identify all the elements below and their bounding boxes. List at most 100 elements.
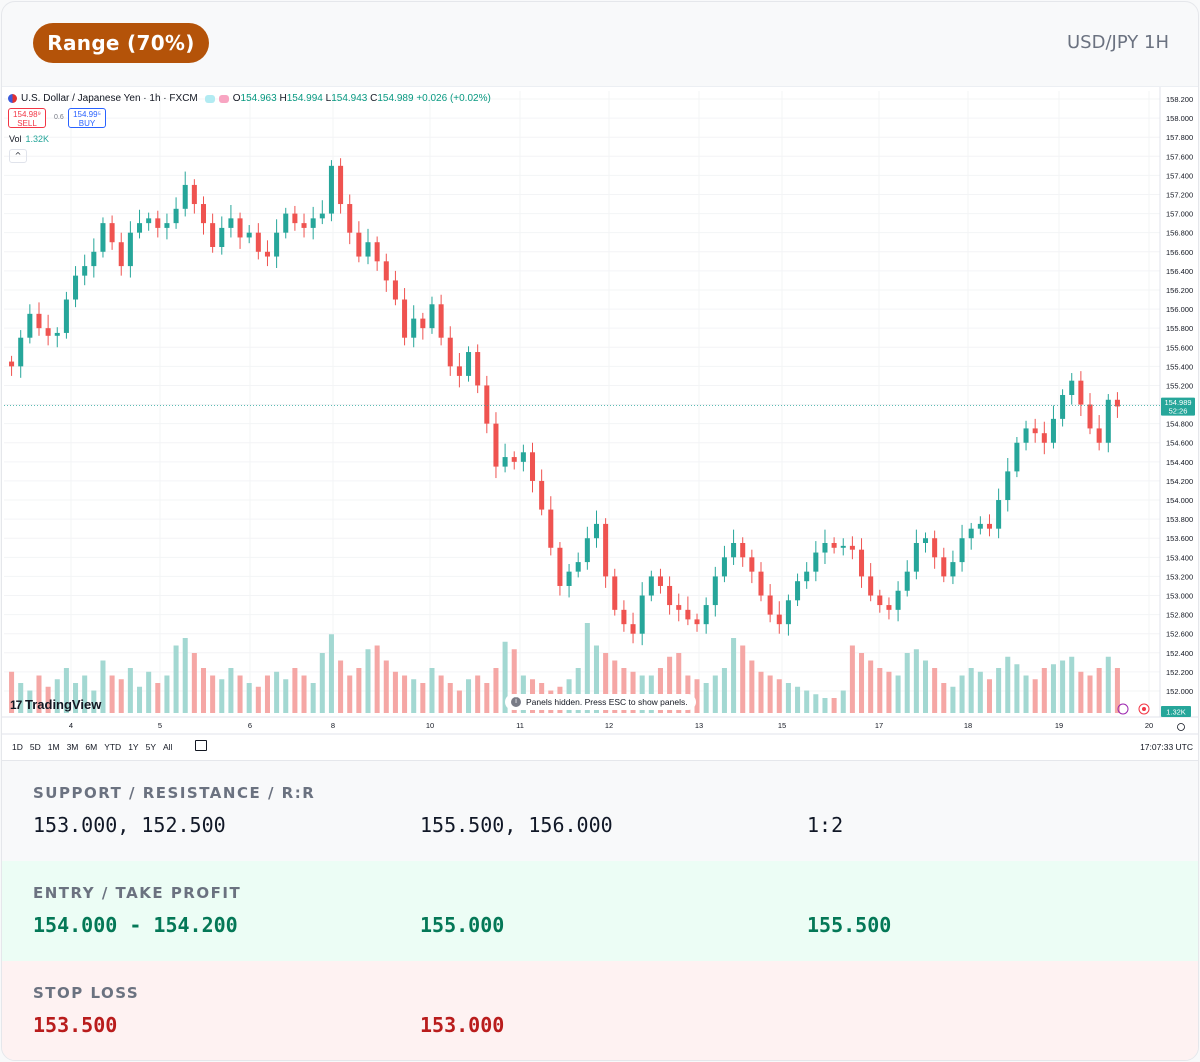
range-6m[interactable]: 6M: [85, 742, 98, 752]
range-1m[interactable]: 1M: [47, 742, 60, 752]
volume-bar: [173, 645, 179, 713]
volume-bar: [447, 683, 453, 713]
candle-body: [447, 337, 453, 367]
candle-body: [338, 165, 344, 205]
candle-body: [603, 523, 609, 577]
volume-bar: [959, 675, 965, 713]
candle-body: [539, 480, 545, 510]
volume-bar: [1114, 668, 1120, 713]
range-5d[interactable]: 5D: [29, 742, 41, 752]
date-axis-label: 19: [1055, 721, 1063, 730]
volume-bar: [785, 683, 791, 713]
volume-bar: [1105, 656, 1111, 713]
candle-body: [813, 552, 819, 572]
volume-bar: [493, 668, 499, 713]
price-axis-label: 157.000: [1166, 210, 1193, 219]
price-axis-label: 155.600: [1166, 343, 1193, 352]
range-1y[interactable]: 1Y: [128, 742, 139, 752]
candle-body: [593, 523, 600, 539]
sell-button[interactable]: 154.98⁹ SELL: [8, 108, 46, 128]
range-all[interactable]: All: [163, 742, 173, 752]
volume-bar: [593, 645, 600, 713]
volume-bar: [1060, 660, 1066, 713]
candle-body: [1005, 471, 1011, 501]
card-header: Range (70%) USD/JPY 1H: [2, 2, 1198, 86]
volume-bar: [27, 690, 33, 713]
volume-bar: [383, 660, 389, 713]
volume-bar: [986, 679, 992, 713]
volume-bar: [676, 653, 682, 713]
price-axis-label: 154.200: [1166, 477, 1193, 486]
candle-body: [758, 571, 764, 596]
volume-bar: [338, 660, 344, 713]
volume-bar: [347, 675, 353, 713]
volume-bar: [758, 671, 764, 713]
range-ytd[interactable]: YTD: [104, 742, 122, 752]
volume-bar: [484, 683, 490, 713]
volume-bar: [621, 668, 627, 713]
symbol-flag-icon: [8, 94, 17, 103]
volume-bar: [292, 668, 298, 713]
price-chart[interactable]: 158.200 158.000 157.800 157.600 157.400 157.2…: [2, 86, 1198, 762]
candle-body: [996, 500, 1002, 529]
candle-body: [109, 223, 115, 243]
volume-bar: [1096, 668, 1102, 713]
volume-bar: [127, 668, 133, 713]
candle-body: [849, 545, 855, 550]
volume-bar: [100, 660, 106, 713]
volume-bar: [849, 645, 855, 713]
candle-body: [767, 595, 773, 615]
range-1d[interactable]: 1D: [12, 742, 23, 752]
price-axis-label: 155.200: [1166, 381, 1193, 390]
candle-body: [118, 242, 124, 267]
candle-body: [402, 299, 408, 338]
date-axis-label: 20: [1145, 721, 1153, 730]
volume-bar: [1023, 675, 1029, 713]
candle-body: [785, 600, 791, 625]
candle-body: [822, 543, 828, 553]
volume-label: Vol: [9, 134, 22, 144]
range-5y[interactable]: 5Y: [145, 742, 156, 752]
change-value: +0.026 (+0.02%): [416, 93, 491, 104]
price-axis-label: 154.600: [1166, 439, 1193, 448]
close-value: 154.989: [377, 93, 414, 104]
collapse-chevron-icon[interactable]: ^: [9, 149, 27, 163]
chart-legend: U.S. Dollar / Japanese Yen · 1h · FXCM O…: [8, 93, 491, 104]
candle-body: [301, 223, 307, 228]
range-3m[interactable]: 3M: [66, 742, 79, 752]
candle-body: [493, 423, 499, 467]
levels-title: SUPPORT / RESISTANCE / R:R: [33, 784, 316, 802]
price-axis-label: 156.600: [1166, 248, 1193, 257]
volume-bar: [466, 679, 472, 713]
candlestick-chart[interactable]: 158.200 158.000 157.800 157.600 157.400 157.2…: [2, 87, 1198, 760]
candle-body: [27, 313, 33, 338]
symbol-label[interactable]: U.S. Dollar / Japanese Yen · 1h · FXCM: [21, 93, 198, 104]
candle-body: [137, 223, 143, 233]
volume-bar: [895, 675, 901, 713]
volume-bar: [200, 668, 207, 713]
market-status-icon: [204, 94, 215, 103]
price-axis-label: 155.800: [1166, 324, 1193, 333]
candle-body: [466, 352, 472, 376]
range-selector: 1D 5D 1M 3M 6M YTD 1Y 5Y All: [12, 742, 172, 752]
volume-bar: [996, 668, 1002, 713]
candle-body: [1023, 428, 1029, 443]
support-value: 153.000, 152.500: [33, 813, 226, 837]
candle-body: [18, 337, 24, 367]
buy-label: BUY: [78, 119, 96, 128]
candle-body: [1105, 399, 1111, 443]
volume-bar: [1078, 671, 1084, 713]
buy-button[interactable]: 154.99⁵ BUY: [68, 108, 106, 128]
volume-bar: [1087, 675, 1093, 713]
low-value: 154.943: [331, 93, 368, 104]
candle-body: [904, 571, 910, 591]
volume-bar: [667, 656, 673, 713]
candle-body: [868, 576, 874, 596]
volume-bar: [54, 679, 60, 713]
calendar-icon[interactable]: [195, 740, 207, 751]
volume-bar: [941, 683, 947, 713]
candle-body: [438, 304, 444, 338]
tradingview-logo[interactable]: 17 TradingView: [10, 697, 101, 712]
data-status-icon: [218, 94, 229, 103]
price-axis-label: 156.800: [1166, 229, 1193, 238]
